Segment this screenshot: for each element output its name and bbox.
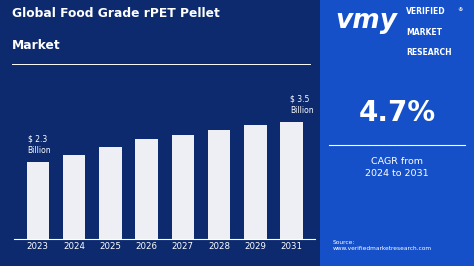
Bar xyxy=(281,122,303,239)
Text: $ 2.3
Billion: $ 2.3 Billion xyxy=(27,134,51,155)
Text: Market: Market xyxy=(12,39,61,52)
Text: Global Food Grade rPET Pellet: Global Food Grade rPET Pellet xyxy=(12,7,219,20)
Bar xyxy=(172,135,194,239)
Bar xyxy=(244,125,266,239)
Text: ®: ® xyxy=(457,7,463,12)
Text: MARKET: MARKET xyxy=(406,28,442,37)
Bar xyxy=(27,162,49,239)
Bar xyxy=(208,130,230,239)
Text: Source:
www.verifiedmarketresearch.com: Source: www.verifiedmarketresearch.com xyxy=(332,240,431,251)
Bar xyxy=(63,155,85,239)
Bar xyxy=(136,139,158,239)
Text: vmy: vmy xyxy=(336,8,397,34)
Text: CAGR from
2024 to 2031: CAGR from 2024 to 2031 xyxy=(365,157,429,178)
Text: RESEARCH: RESEARCH xyxy=(406,48,452,57)
Bar xyxy=(99,147,121,239)
Text: 4.7%: 4.7% xyxy=(358,99,436,127)
Text: VERIFIED: VERIFIED xyxy=(406,7,446,16)
Text: $ 3.5
Billion: $ 3.5 Billion xyxy=(290,94,313,115)
